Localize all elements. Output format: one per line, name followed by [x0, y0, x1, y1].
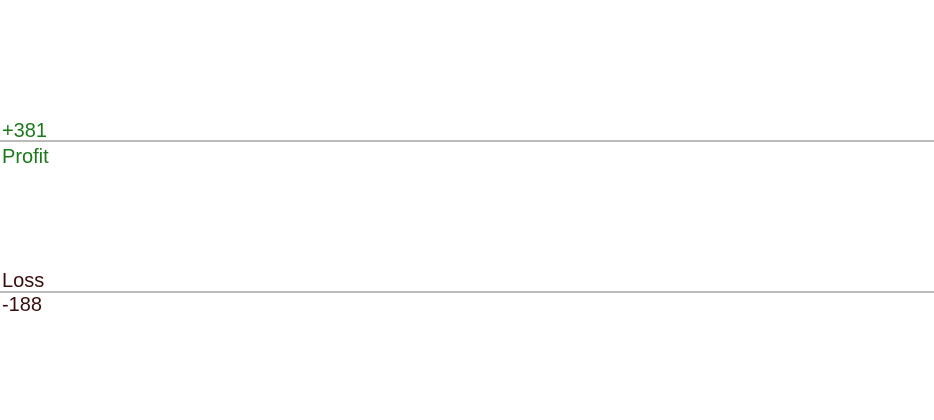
- loss-title: Loss: [2, 270, 44, 292]
- profit-total: +381: [2, 120, 47, 142]
- profit-title: Profit: [2, 146, 49, 168]
- loss-total: -188: [2, 294, 42, 316]
